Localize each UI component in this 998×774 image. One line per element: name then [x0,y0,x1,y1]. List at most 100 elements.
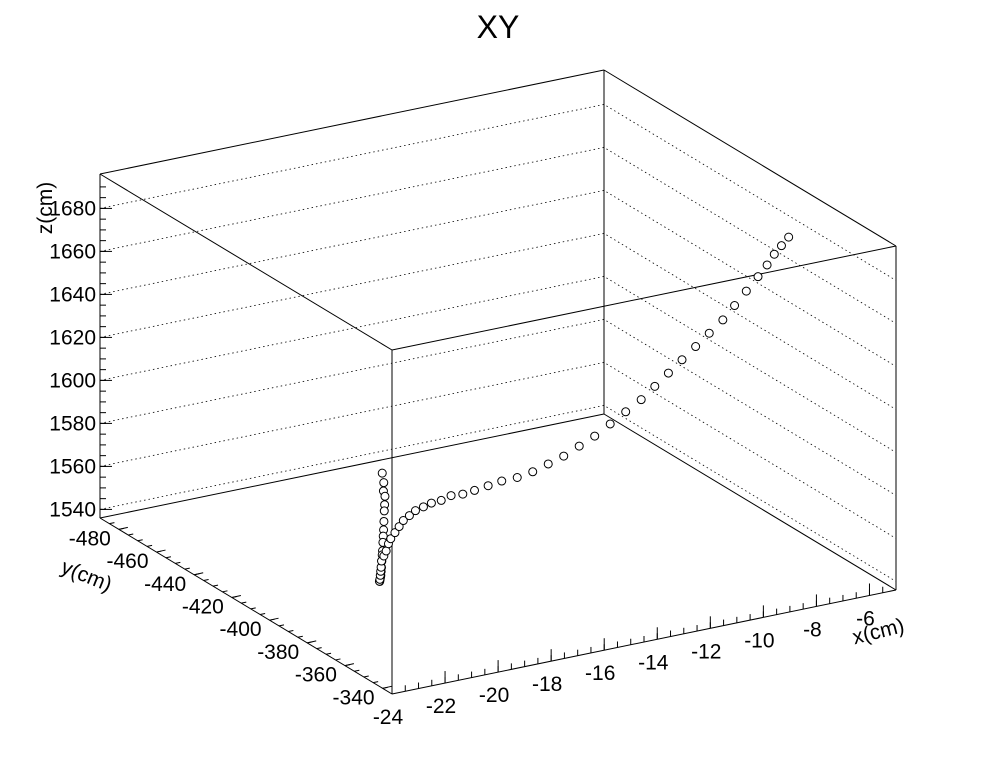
data-point [621,407,631,417]
y-axis: -340-360-380-400-420-440-460-480 [69,522,392,709]
data-point [458,489,468,499]
data-point [410,506,420,516]
data-point [730,301,740,311]
data-point [426,498,436,508]
data-point [650,381,660,391]
data-point [605,419,615,429]
data-point [418,502,428,512]
y-tick-label: -440 [144,573,186,596]
data-point [379,516,389,526]
y-tick-label: -380 [257,641,299,664]
y-minor-tick [382,686,388,689]
x-tick-label: -10 [744,629,774,652]
box-edge [391,245,897,351]
z-axis-label: z(cm) [34,182,57,234]
y-tick-label: -460 [106,550,148,573]
data-point [636,395,646,405]
x-tick-label: -8 [803,618,822,641]
y-minor-tick [278,624,285,627]
x-tick-label: -12 [691,640,721,663]
data-point [379,506,389,516]
y-minor-tick [175,561,181,564]
data-point [512,472,522,482]
z-tick-label: 1660 [49,240,96,263]
y-tick-label: -480 [69,527,111,550]
data-point [497,476,507,486]
z-tick-label: 1600 [49,369,96,392]
data-point [380,491,390,501]
gridlines [99,103,897,582]
y-minor-tick [363,675,369,678]
y-minor-tick [316,647,322,650]
z-gridline [99,361,897,539]
y-minor-tick [184,567,190,570]
x-tick-label: -14 [638,651,669,674]
y-minor-tick [269,618,275,621]
data-point [470,485,480,495]
y-tick-label: -340 [333,686,375,709]
data-points [374,232,794,586]
y-tick-label: -360 [295,664,337,687]
y-minor-tick [344,664,351,667]
y-minor-tick [137,539,143,542]
z-tick-label: 1640 [49,283,96,306]
z-tick-label: 1580 [49,412,96,435]
y-minor-tick [325,652,332,655]
data-point [398,516,408,526]
y-minor-tick [156,550,162,553]
y-minor-tick [128,533,134,536]
z-gridline [99,404,897,582]
y-tick-label: -420 [182,595,224,618]
data-point [769,249,779,259]
box-edge [99,69,605,175]
y-minor-tick [203,578,209,581]
y-minor-tick [373,681,379,684]
data-point [379,478,389,488]
x-tick-label: -20 [479,684,509,707]
y-minor-tick [307,641,313,644]
box-edge [99,173,393,351]
x-tick-label: -18 [532,673,562,696]
data-point [691,342,701,352]
z-gridline [99,146,897,324]
y-minor-tick [260,613,266,616]
data-point [704,328,714,338]
data-point [784,232,794,242]
chart-title: XY [477,9,520,45]
box-edge [99,517,393,695]
data-point [753,272,763,282]
y-minor-tick [250,607,256,610]
data-point [574,441,584,451]
y-minor-tick [222,590,228,593]
box-edge [603,413,897,591]
y-minor-tick [194,573,200,576]
data-point [446,491,456,501]
z-gridline [99,103,897,281]
y-minor-tick [118,527,124,530]
z-tick-label: 1620 [49,326,96,349]
z-tick-label: 1680 [49,197,96,220]
z-gridline [99,189,897,367]
y-minor-tick [297,635,303,638]
bounding-box [99,69,897,695]
z-gridline [99,275,897,453]
box-edge [99,413,605,519]
x-tick-label: -16 [585,662,615,685]
data-point [394,522,404,532]
x-tick-label: -24 [373,706,404,729]
z-axis: 1540 1560 1580 1600 1620 1640 1660 1680 [49,186,112,521]
data-point [386,534,396,544]
x-tick-label: -22 [426,695,456,718]
z-tick-label: 1540 [49,498,96,521]
z-tick-label: 1560 [49,455,96,478]
data-point [390,528,400,538]
data-point [718,315,728,325]
y-minor-tick [354,669,360,672]
y-tick-label: -400 [220,618,262,641]
data-point [528,467,538,477]
y-minor-tick [288,630,294,633]
y-minor-tick [241,601,247,604]
data-point [377,468,387,478]
x-axis: -24 -22 -20 -18 -16 -14 -12 -10 -8 -6 [373,583,884,729]
